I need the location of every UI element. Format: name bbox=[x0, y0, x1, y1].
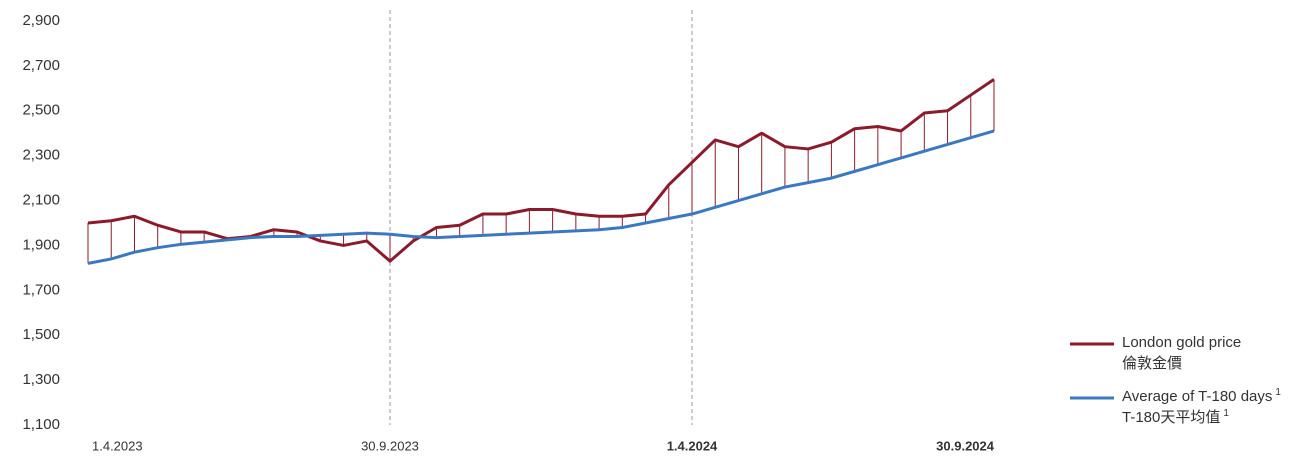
y-tick-label: 1,300 bbox=[22, 371, 60, 388]
x-tick-label: 1.4.2023 bbox=[92, 438, 143, 453]
y-tick-label: 2,700 bbox=[22, 57, 60, 74]
legend-label: London gold price bbox=[1122, 334, 1241, 351]
legend-name: London gold price bbox=[1122, 334, 1241, 351]
y-tick-label: 2,900 bbox=[22, 12, 60, 29]
legend-label: Average of T-180 days 1 bbox=[1122, 387, 1281, 405]
y-tick-label: 2,500 bbox=[22, 102, 60, 119]
legend-name: Average of T-180 days bbox=[1122, 388, 1272, 405]
series-line bbox=[87, 129, 995, 265]
y-tick-label: 1,500 bbox=[22, 326, 60, 343]
y-tick-label: 1,900 bbox=[22, 236, 60, 253]
y-tick-label: 2,100 bbox=[22, 192, 60, 209]
legend-note: 1 bbox=[1275, 387, 1281, 398]
legend-name-zh: T-180天平均值 bbox=[1122, 409, 1220, 426]
y-tick-label: 1,100 bbox=[22, 416, 60, 433]
legend-note: 1 bbox=[1223, 408, 1229, 419]
x-tick-label: 30.9.2023 bbox=[361, 438, 419, 453]
y-tick-label: 1,700 bbox=[22, 281, 60, 298]
x-tick-label: 1.4.2024 bbox=[667, 438, 718, 453]
x-tick-label: 30.9.2024 bbox=[936, 438, 995, 453]
legend-name-zh: 倫敦金價 bbox=[1122, 355, 1182, 372]
legend-label-zh: 倫敦金價 bbox=[1122, 355, 1182, 372]
y-tick-label: 2,300 bbox=[22, 147, 60, 164]
legend-label-zh: T-180天平均值 1 bbox=[1122, 408, 1229, 426]
